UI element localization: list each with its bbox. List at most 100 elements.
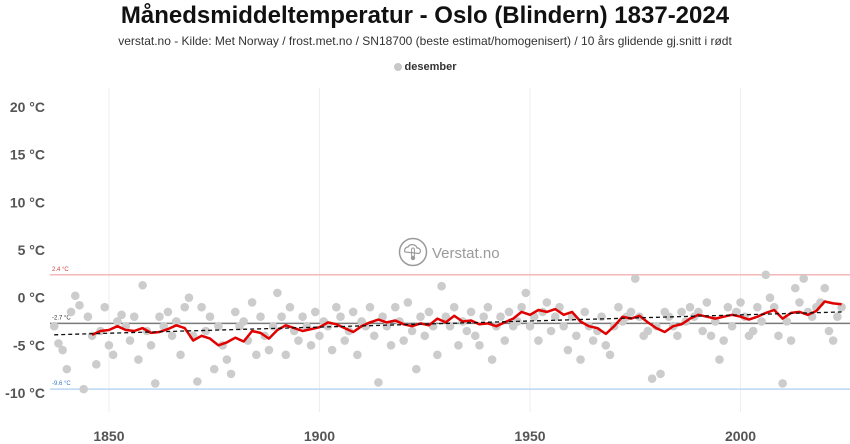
data-point[interactable] [647,374,657,383]
data-point[interactable] [239,317,248,326]
data-point[interactable] [786,336,796,345]
data-point[interactable] [306,340,316,350]
data-point[interactable] [517,302,526,312]
data-point[interactable] [92,360,101,369]
trend-line[interactable] [54,311,842,336]
data-point[interactable] [820,283,830,293]
data-point[interactable] [104,340,114,350]
data-point[interactable] [757,317,766,326]
data-point[interactable] [626,307,636,317]
data-point[interactable] [605,350,615,360]
data-point[interactable] [563,345,573,355]
data-point[interactable] [546,326,556,336]
data-point[interactable] [264,345,274,355]
data-point[interactable] [799,274,808,283]
data-point[interactable] [833,312,842,322]
data-point[interactable] [298,312,307,322]
data-point[interactable] [702,298,712,307]
data-point[interactable] [748,326,758,336]
data-point[interactable] [230,307,240,317]
data-point[interactable] [761,270,771,280]
data-point[interactable] [365,302,375,312]
data-point[interactable] [172,317,181,326]
data-point[interactable] [66,307,76,317]
data-point[interactable] [475,340,484,350]
data-point[interactable] [332,302,341,312]
data-point[interactable] [614,302,623,312]
data-point[interactable] [487,355,497,364]
data-point[interactable] [252,350,261,360]
data-point[interactable] [273,288,282,298]
data-point[interactable] [197,302,206,312]
data-point[interactable] [525,321,535,331]
data-point[interactable] [504,307,514,317]
data-point[interactable] [403,298,413,307]
data-point[interactable] [294,336,303,345]
data-point[interactable] [580,307,590,317]
data-point[interactable] [449,302,459,312]
data-point[interactable] [407,326,417,336]
data-point[interactable] [774,331,783,341]
data-point[interactable] [782,317,792,326]
data-point[interactable] [723,302,733,312]
data-point[interactable] [454,340,463,350]
data-point[interactable] [828,336,838,345]
data-point[interactable] [601,340,611,350]
data-point[interactable] [277,312,286,322]
data-point[interactable] [310,307,320,317]
data-point[interactable] [353,350,362,360]
data-point[interactable] [315,331,324,341]
data-point[interactable] [205,312,215,322]
data-point[interactable] [374,378,383,387]
data-point[interactable] [597,312,606,322]
data-point[interactable] [824,326,834,336]
data-point[interactable] [706,331,716,341]
data-point[interactable] [437,281,446,291]
data-point[interactable] [58,345,67,355]
data-point[interactable] [163,307,173,317]
data-point[interactable] [424,307,434,317]
data-point[interactable] [420,331,430,341]
data-point[interactable] [719,336,728,345]
data-point[interactable] [479,312,488,322]
data-point[interactable] [462,326,472,336]
data-point[interactable] [386,340,396,350]
data-point[interactable] [54,339,63,348]
data-point[interactable] [348,307,358,317]
data-point[interactable] [433,350,442,360]
data-point[interactable] [736,298,745,307]
data-point[interactable] [715,355,724,364]
data-point[interactable] [542,298,552,307]
data-point[interactable] [108,350,118,360]
data-point[interactable] [256,312,265,322]
data-point[interactable] [790,283,800,293]
data-point[interactable] [193,377,202,386]
data-point[interactable] [159,321,168,331]
data-point[interactable] [83,312,93,322]
data-point[interactable] [214,321,223,331]
data-point[interactable] [285,302,295,312]
data-point[interactable] [226,369,236,379]
data-point[interactable] [62,364,72,374]
data-point[interactable] [664,312,674,322]
data-point[interactable] [559,321,568,331]
data-point[interactable] [441,312,451,322]
data-point[interactable] [399,336,408,345]
moving-average-line[interactable] [91,300,842,347]
data-point[interactable] [79,384,88,394]
data-point[interactable] [382,321,392,331]
data-point[interactable] [113,317,122,326]
data-point[interactable] [673,331,682,341]
data-point[interactable] [209,364,219,374]
legend[interactable]: desember [0,61,850,73]
data-point[interactable] [176,350,185,360]
data-point[interactable] [247,298,257,307]
data-point[interactable] [117,310,126,320]
data-point[interactable] [336,312,345,322]
data-point[interactable] [49,321,59,331]
data-point[interactable] [466,307,476,317]
data-point[interactable] [630,274,640,283]
data-point[interactable] [155,312,164,322]
data-point[interactable] [483,302,493,312]
data-point[interactable] [765,293,775,302]
